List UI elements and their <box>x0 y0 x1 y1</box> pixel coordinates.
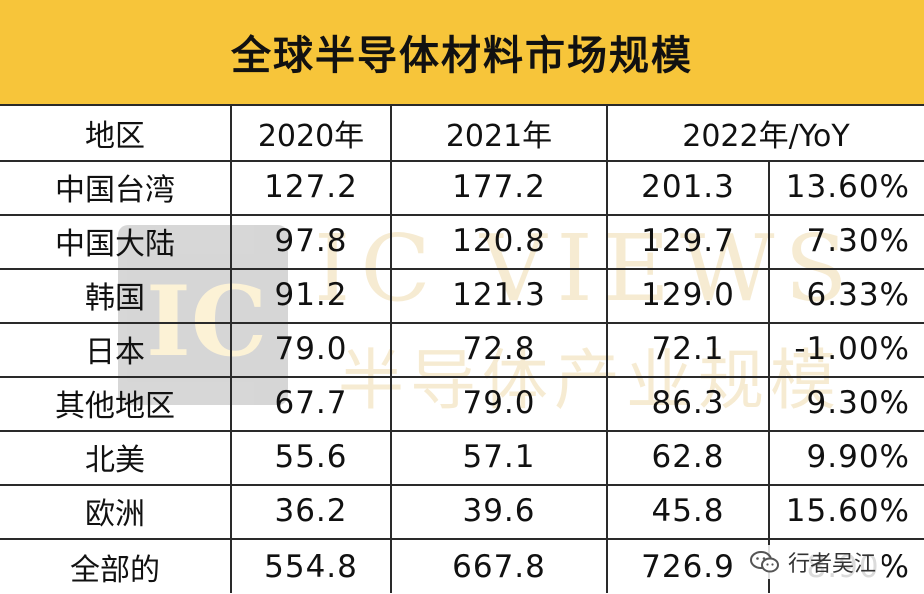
value-2022-cell: 129.7 <box>641 223 735 259</box>
yoy-cell: 9.30% <box>806 385 910 421</box>
yoy-cell: 7.30% <box>806 223 910 259</box>
title-bar: 全球半导体材料市场规模 <box>0 0 924 104</box>
region-cell: 其他地区 <box>55 389 175 424</box>
value-2021-cell: 57.1 <box>462 439 536 475</box>
page-title: 全球半导体材料市场规模 <box>231 33 693 79</box>
value-2020-cell: 91.2 <box>274 277 348 313</box>
grid-line <box>0 104 924 106</box>
value-2021-cell: 177.2 <box>452 169 546 205</box>
value-2020-cell: 67.7 <box>274 385 348 421</box>
value-2021-cell: 667.8 <box>452 549 546 585</box>
yoy-cell: 15.60% <box>785 493 910 529</box>
region-cell: 日本 <box>85 335 145 370</box>
value-2022-cell: 62.8 <box>651 439 725 475</box>
grid-line <box>0 484 924 486</box>
value-2021-cell: 79.0 <box>462 385 536 421</box>
value-2022-cell: 72.1 <box>651 331 725 367</box>
grid-line <box>230 104 232 593</box>
region-cell: 中国大陆 <box>55 227 175 262</box>
grid-line <box>606 104 608 593</box>
source-watermark: 行者吴江 <box>744 545 883 579</box>
yoy-cell: 9.90% <box>806 439 910 475</box>
value-2021-cell: 120.8 <box>452 223 546 259</box>
header-2021: 2021年 <box>445 119 553 154</box>
header-2020: 2020年 <box>257 119 365 154</box>
value-2020-cell: 55.6 <box>274 439 348 475</box>
grid-line <box>0 376 924 378</box>
value-2020-cell: 554.8 <box>264 549 358 585</box>
value-2022-cell: 86.3 <box>651 385 725 421</box>
grid-line <box>768 160 770 593</box>
region-cell: 欧洲 <box>85 497 145 532</box>
region-cell: 韩国 <box>85 281 145 316</box>
value-2020-cell: 97.8 <box>274 223 348 259</box>
value-2022-cell: 45.8 <box>651 493 725 529</box>
header-region: 地区 <box>85 119 145 154</box>
header-2022-yoy: 2022年/YoY <box>682 119 850 154</box>
grid-line <box>0 268 924 270</box>
value-2022-cell: 129.0 <box>641 277 735 313</box>
wechat-icon <box>750 550 780 574</box>
grid-line <box>0 214 924 216</box>
data-table: 地区 2020年 2021年 2022年/YoY 中国台湾 127.2 177.… <box>0 104 924 593</box>
value-2022-cell: 201.3 <box>641 169 735 205</box>
grid-line <box>0 430 924 432</box>
value-2020-cell: 36.2 <box>274 493 348 529</box>
yoy-cell: -1.00% <box>794 331 910 367</box>
region-cell-total: 全部的 <box>70 553 160 588</box>
grid-line <box>0 160 924 162</box>
value-2022-cell: 726.9 <box>641 549 735 585</box>
grid-line <box>0 538 924 540</box>
yoy-cell: 6.33% <box>806 277 910 313</box>
value-2020-cell: 79.0 <box>274 331 348 367</box>
grid-line <box>0 322 924 324</box>
value-2020-cell: 127.2 <box>264 169 358 205</box>
yoy-cell: 13.60% <box>785 169 910 205</box>
value-2021-cell: 121.3 <box>452 277 546 313</box>
region-cell: 中国台湾 <box>55 173 175 208</box>
region-cell: 北美 <box>85 443 145 478</box>
value-2021-cell: 72.8 <box>462 331 536 367</box>
value-2021-cell: 39.6 <box>462 493 536 529</box>
source-watermark-text: 行者吴江 <box>788 552 877 577</box>
grid-line <box>390 104 392 593</box>
